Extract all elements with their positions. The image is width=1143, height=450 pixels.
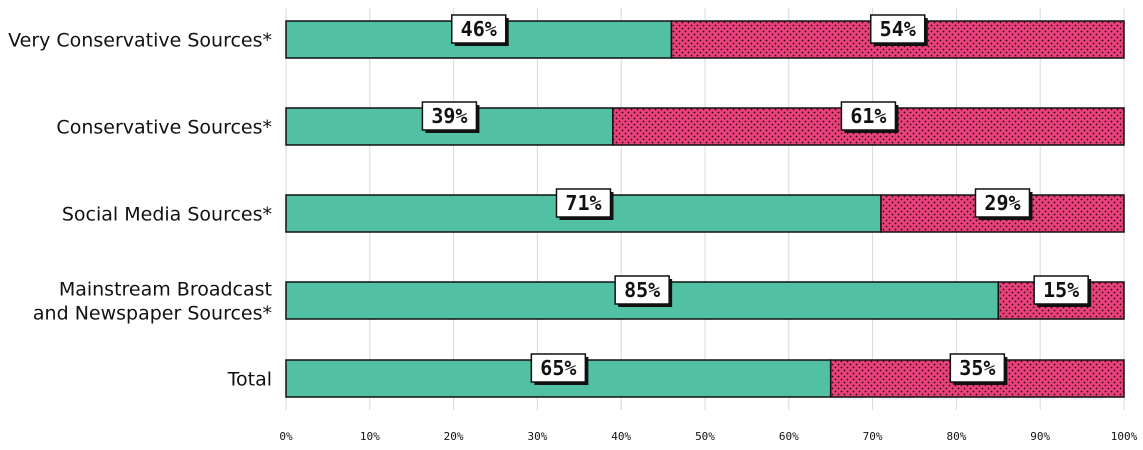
- x-tick-label: 80%: [946, 430, 966, 443]
- data-label-series-2: 15%: [1043, 278, 1079, 302]
- data-label-box: [840, 101, 897, 131]
- x-tick-label: 40%: [611, 430, 631, 443]
- data-label-box: [949, 353, 1006, 383]
- category-labels: Very Conservative Sources* Conservative S…: [8, 30, 272, 391]
- x-tick-label: 0%: [279, 430, 293, 443]
- data-label-box: [614, 275, 670, 305]
- x-axis-ticks: 0% 10% 20% 30% 40% 50% 60% 70% 80% 90% 100%: [279, 430, 1137, 443]
- data-label-series-1: 71%: [565, 191, 601, 215]
- data-label-series-2: 35%: [959, 356, 995, 380]
- data-label-series-2: 61%: [850, 104, 886, 128]
- data-label-box: [421, 101, 478, 131]
- data-label-box: [869, 14, 926, 44]
- category-label: Conservative Sources*: [56, 117, 272, 139]
- category-label: Total: [227, 369, 272, 391]
- data-label-box: [555, 188, 612, 218]
- data-label-box: [1033, 275, 1089, 305]
- x-tick-label: 90%: [1030, 430, 1050, 443]
- x-tick-label: 20%: [444, 430, 464, 443]
- data-label-series-1: 65%: [540, 356, 576, 380]
- x-tick-label: 30%: [527, 430, 547, 443]
- category-label: Mainstream Broadcast and Newspaper Source…: [33, 279, 272, 325]
- data-label-box: [974, 188, 1031, 218]
- x-tick-label: 100%: [1111, 430, 1138, 443]
- data-label-box: [450, 14, 507, 44]
- x-tick-label: 50%: [695, 430, 715, 443]
- data-label-box: [530, 353, 587, 383]
- data-label-series-1: 39%: [431, 104, 467, 128]
- data-label-series-2: 54%: [880, 17, 916, 41]
- data-label-series-2: 29%: [984, 191, 1020, 215]
- x-tick-label: 60%: [779, 430, 799, 443]
- category-label: Very Conservative Sources*: [8, 30, 272, 52]
- data-label-series-1: 85%: [624, 278, 660, 302]
- x-tick-label: 70%: [863, 430, 883, 443]
- category-label: Social Media Sources*: [62, 204, 272, 226]
- x-tick-label: 10%: [360, 430, 380, 443]
- data-label-series-1: 46%: [461, 17, 497, 41]
- data-labels: 46% 54% 39% 61% 71% 29% 85% 15% 65% 35%: [421, 14, 1092, 385]
